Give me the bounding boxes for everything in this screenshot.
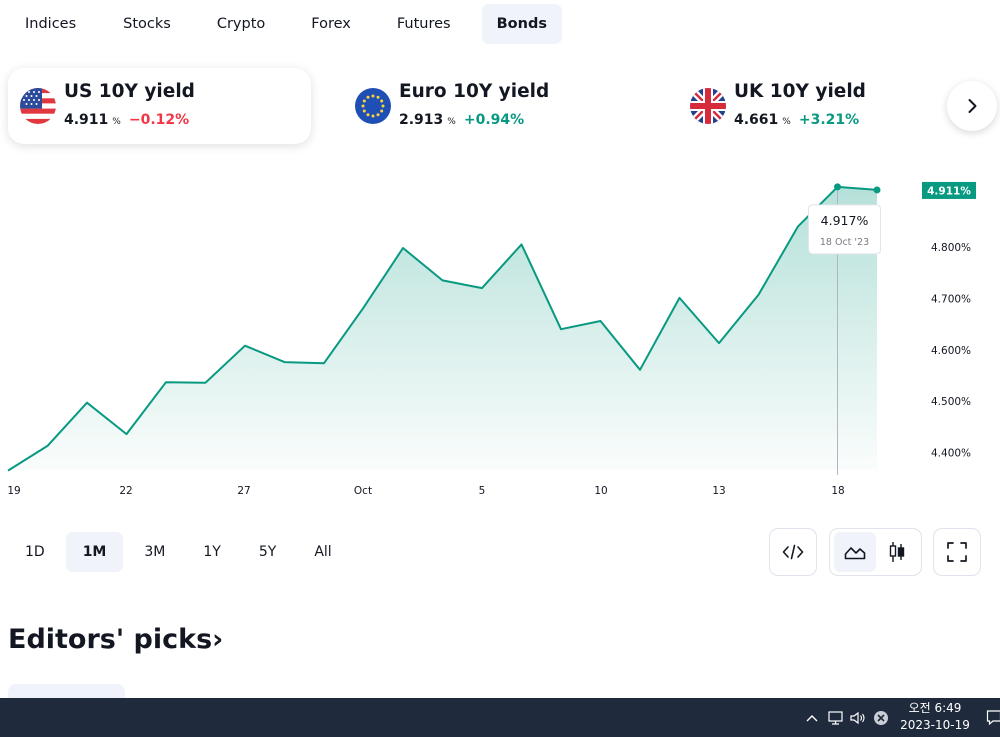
- chevron-right-icon: ›: [212, 624, 224, 655]
- range-1d[interactable]: 1D: [25, 544, 45, 560]
- yield-value: 4.911: [64, 112, 109, 128]
- card-title: US 10Y yield: [64, 81, 195, 102]
- editors-picks-title: Editors' picks: [8, 624, 213, 655]
- uk-flag-icon: [690, 88, 726, 124]
- last-point: [873, 186, 881, 194]
- volume-icon[interactable]: [848, 710, 868, 726]
- x-tick-label: 27: [237, 485, 250, 497]
- card-us-10y-yield[interactable]: US 10Y yield 4.911% −0.12%: [8, 68, 311, 144]
- x-tick-label: 19: [7, 485, 20, 497]
- candlestick-chart-button[interactable]: [876, 532, 918, 572]
- x-tick-label: 13: [712, 485, 725, 497]
- chevron-up-icon[interactable]: [804, 710, 820, 726]
- tooltip-box: [808, 204, 881, 255]
- windows-taskbar: 오전 6:49 2023-10-19: [0, 698, 1000, 737]
- chart-area-fill: [8, 186, 877, 471]
- market-tabs: Indices Stocks Crypto Forex Futures Bond…: [0, 4, 578, 44]
- card-euro-10y-yield[interactable]: Euro 10Y yield 2.913% +0.94%: [343, 68, 646, 144]
- network-icon[interactable]: [826, 710, 846, 726]
- y-tick-label: 4.600%: [931, 345, 971, 357]
- y-tick-label: 4.800%: [931, 242, 971, 254]
- card-title: UK 10Y yield: [734, 81, 866, 102]
- next-cards-button[interactable]: [947, 81, 997, 131]
- range-selector: 1D 1M 3M 1Y 5Y All: [8, 532, 353, 572]
- x-tick-label: 18: [831, 485, 844, 497]
- yield-change: +3.21%: [798, 112, 860, 128]
- candlestick-icon: [889, 542, 904, 562]
- eu-flag-icon: [355, 88, 391, 124]
- chart-style-toggle: [829, 528, 922, 576]
- y-tick-label: 4.500%: [931, 396, 971, 408]
- chevron-right-icon: [968, 99, 977, 113]
- yield-unit: %: [782, 117, 791, 127]
- y-tick-label: 4.400%: [931, 448, 971, 460]
- close-circle-icon[interactable]: [872, 709, 890, 727]
- taskbar-date: 2023-10-19: [900, 718, 970, 732]
- yield-change: +0.94%: [463, 112, 525, 128]
- tab-forex[interactable]: Forex: [311, 16, 351, 32]
- fullscreen-button[interactable]: [933, 528, 981, 576]
- range-3m[interactable]: 3M: [144, 544, 166, 560]
- tooltip-point: [834, 183, 841, 191]
- yield-chart[interactable]: 19 22 27 Oct 5 10 13 18 4.800% 4.700% 4.600% 4.500…: [0, 150, 1000, 510]
- last-value-badge: [922, 181, 976, 199]
- tab-bonds[interactable]: Bonds: [481, 4, 562, 44]
- last-value-label: 4.911%: [927, 185, 971, 197]
- range-all[interactable]: All: [314, 544, 332, 560]
- range-1m[interactable]: 1M: [65, 532, 124, 572]
- x-tick-label: Oct: [354, 485, 372, 497]
- yield-unit: %: [447, 117, 456, 127]
- x-tick-label: 5: [479, 485, 486, 497]
- code-icon: [782, 544, 804, 560]
- card-values: 4.911% −0.12%: [64, 112, 189, 128]
- tooltip-value: 4.917%: [821, 213, 869, 228]
- yield-change: −0.12%: [128, 112, 190, 128]
- card-values: 4.661% +3.21%: [734, 112, 859, 128]
- tab-stocks[interactable]: Stocks: [123, 16, 171, 32]
- tab-futures[interactable]: Futures: [396, 16, 451, 32]
- system-tray: [804, 698, 890, 737]
- chart-series-line: [7, 185, 878, 472]
- tab-crypto[interactable]: Crypto: [216, 16, 266, 32]
- card-uk-10y-yield[interactable]: UK 10Y yield 4.661% +3.21%: [678, 68, 981, 144]
- area-chart-button[interactable]: [833, 532, 876, 572]
- area-chart-icon: [844, 547, 865, 560]
- range-5y[interactable]: 5Y: [258, 544, 277, 560]
- card-title: Euro 10Y yield: [399, 81, 550, 102]
- notification-icon[interactable]: [986, 709, 1000, 727]
- us-flag-icon: [20, 88, 56, 124]
- x-tick-label: 10: [594, 485, 607, 497]
- range-1y[interactable]: 1Y: [203, 544, 221, 560]
- fullscreen-icon: [947, 542, 967, 562]
- editors-picks-heading[interactable]: Editors' picks›: [8, 624, 223, 655]
- tab-indices[interactable]: Indices: [25, 16, 77, 32]
- card-values: 2.913% +0.94%: [399, 112, 524, 128]
- y-tick-label: 4.700%: [931, 293, 971, 305]
- taskbar-time: 오전 6:49: [908, 701, 962, 715]
- embed-button[interactable]: [769, 528, 817, 576]
- taskbar-clock[interactable]: 오전 6:49 2023-10-19: [895, 700, 975, 734]
- yield-unit: %: [112, 117, 121, 127]
- tooltip-date: 18 Oct '23: [820, 237, 869, 248]
- x-tick-label: 22: [119, 485, 132, 497]
- yield-value: 2.913: [399, 112, 444, 128]
- yield-value: 4.661: [734, 112, 779, 128]
